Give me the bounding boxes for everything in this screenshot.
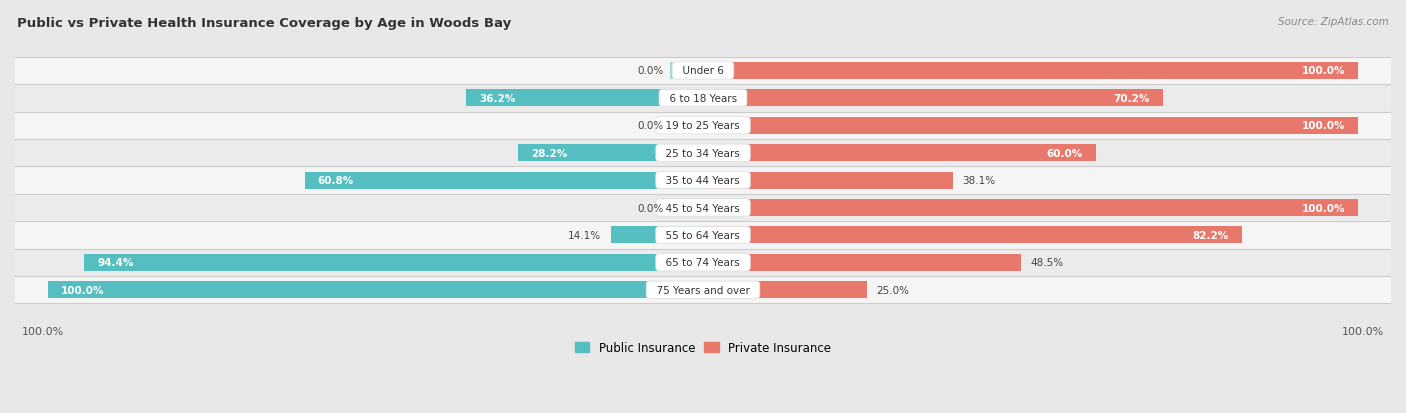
Text: 48.5%: 48.5% [1031,258,1064,268]
Text: 60.0%: 60.0% [1047,148,1083,158]
Text: 6 to 18 Years: 6 to 18 Years [662,94,744,104]
Text: 0.0%: 0.0% [637,203,664,213]
Text: 82.2%: 82.2% [1192,230,1229,240]
Bar [519,145,703,162]
Text: Source: ZipAtlas.com: Source: ZipAtlas.com [1278,17,1389,26]
Text: 55 to 64 Years: 55 to 64 Years [659,230,747,240]
Text: 35 to 44 Years: 35 to 44 Years [659,176,747,186]
Bar [305,172,703,189]
FancyBboxPatch shape [15,276,1391,304]
FancyBboxPatch shape [15,167,1391,195]
Text: 38.1%: 38.1% [963,176,995,186]
FancyBboxPatch shape [15,140,1391,167]
Text: 25.0%: 25.0% [876,285,910,295]
Text: Public vs Private Health Insurance Coverage by Age in Woods Bay: Public vs Private Health Insurance Cover… [17,17,512,29]
Legend: Public Insurance, Private Insurance: Public Insurance, Private Insurance [575,341,831,354]
Bar [703,282,868,299]
Bar [703,199,1358,216]
FancyBboxPatch shape [15,112,1391,140]
Bar [465,90,703,107]
Text: 100.0%: 100.0% [60,285,104,295]
Bar [703,118,1358,135]
Text: 36.2%: 36.2% [479,94,515,104]
FancyBboxPatch shape [15,195,1391,222]
FancyBboxPatch shape [15,58,1391,85]
Bar [84,254,703,271]
Text: 25 to 34 Years: 25 to 34 Years [659,148,747,158]
Bar [703,172,953,189]
Bar [703,227,1241,244]
Text: 100.0%: 100.0% [1302,121,1346,131]
Text: 94.4%: 94.4% [97,258,134,268]
Bar [671,118,703,135]
Bar [671,63,703,80]
Text: 0.0%: 0.0% [637,121,664,131]
FancyBboxPatch shape [15,222,1391,249]
Bar [610,227,703,244]
Text: 28.2%: 28.2% [531,148,568,158]
Text: 19 to 25 Years: 19 to 25 Years [659,121,747,131]
Text: 100.0%: 100.0% [1343,326,1385,336]
Text: 75 Years and over: 75 Years and over [650,285,756,295]
Bar [703,145,1097,162]
Bar [703,254,1021,271]
Bar [703,90,1163,107]
Bar [48,282,703,299]
Text: 14.1%: 14.1% [568,230,600,240]
Text: 100.0%: 100.0% [1302,66,1346,76]
Text: 70.2%: 70.2% [1114,94,1150,104]
Text: 100.0%: 100.0% [21,326,63,336]
Text: Under 6: Under 6 [676,66,730,76]
Text: 0.0%: 0.0% [637,66,664,76]
Text: 100.0%: 100.0% [1302,203,1346,213]
Bar [703,63,1358,80]
Bar [671,199,703,216]
FancyBboxPatch shape [15,249,1391,276]
FancyBboxPatch shape [15,85,1391,112]
Text: 60.8%: 60.8% [318,176,354,186]
Text: 65 to 74 Years: 65 to 74 Years [659,258,747,268]
Text: 45 to 54 Years: 45 to 54 Years [659,203,747,213]
